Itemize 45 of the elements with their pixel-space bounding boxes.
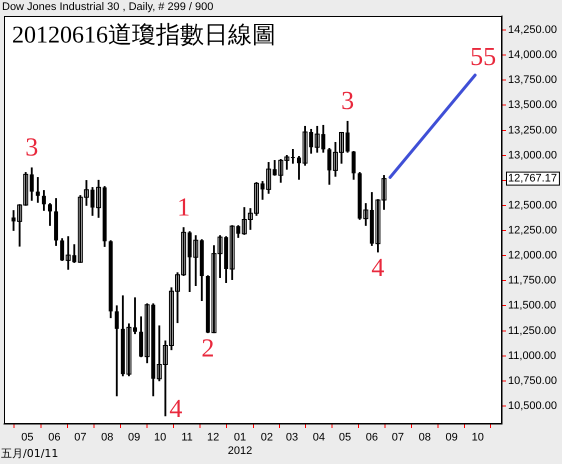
y-tick-label: 11,250.00 — [508, 324, 556, 337]
x-tick-label: 12 — [206, 432, 220, 444]
annotation: 3 — [341, 86, 354, 116]
annotation: 3 — [25, 132, 38, 162]
annotation: 2 — [201, 334, 214, 363]
chart-title: 20120616道瓊指數日線圖 — [12, 22, 276, 48]
y-tick-label: 12,500.00 — [508, 199, 557, 212]
annotation: 55 — [470, 42, 496, 71]
x-tick-label: 10 — [154, 432, 166, 444]
x-tick-label: 10 — [472, 432, 484, 444]
annotation: 1 — [177, 192, 190, 222]
x-tick-label: 04 — [312, 432, 326, 444]
x-tick-label: 09 — [128, 432, 140, 444]
x-tick-label: 09 — [446, 432, 458, 444]
x-tick-label: 06 — [366, 432, 378, 444]
y-tick-label: 14,250.00 — [508, 24, 557, 36]
y-tick-label: 11,500.00 — [508, 300, 556, 312]
annotation: 4 — [371, 252, 384, 282]
y-tick-label: 12,000.00 — [508, 250, 557, 262]
x-tick-label: 08 — [418, 432, 431, 444]
y-tick-label: 11,750.00 — [508, 274, 556, 287]
x-tick-label: 01 2012 — [228, 432, 252, 457]
y-tick-label: 13,250.00 — [508, 124, 557, 136]
x-tick-label: 05 — [21, 432, 34, 444]
text: 五月/01/11 — [1, 446, 58, 460]
x-tick-label: 07 — [74, 432, 86, 444]
x-tick-label: 02 — [260, 432, 274, 444]
annotation: 4 — [169, 394, 182, 423]
y-tick-label: 12,250.00 — [508, 224, 557, 237]
y-tick-label: 13,750.00 — [508, 74, 557, 86]
x-tick-label: 08 — [101, 432, 114, 444]
x-tick-label: 07 — [392, 432, 404, 444]
y-tick-label: 10,750.00 — [508, 374, 557, 387]
y-tick-label: 14,000.00 — [508, 49, 557, 62]
y-tick-label: 10,500.00 — [508, 400, 557, 412]
x-tick-label: 03 — [286, 432, 298, 444]
candlestick — [36, 177, 40, 203]
x-tick-label: 11 — [181, 432, 193, 444]
x-tick-label: 05 — [338, 432, 352, 444]
y-tick-label: 13,500.00 — [508, 99, 557, 112]
y-tick-label: 11,000.00 — [508, 350, 556, 362]
y-tick-label: 13,000.00 — [508, 149, 557, 162]
x-tick-label: 06 — [48, 432, 60, 444]
text: 12,767.17 — [508, 172, 557, 185]
chart-subtitle: Dow Jones Industrial 30 , Daily, # 299 / 900 — [2, 1, 214, 14]
